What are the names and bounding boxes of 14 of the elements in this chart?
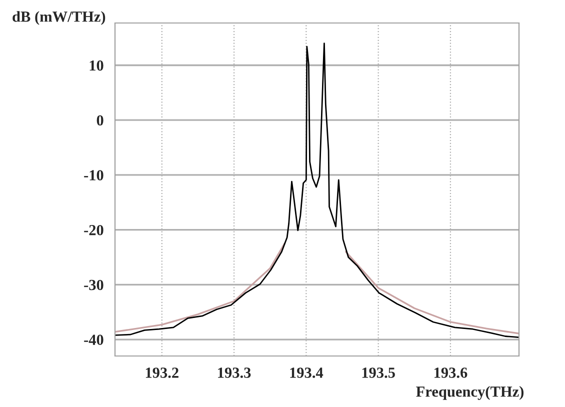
y-tick-label: -20 [84,224,104,236]
x-tick-label: 193.6 [434,368,468,378]
x-axis-title: Frequency(THz) [416,386,524,400]
line-series [115,42,519,338]
y-tick-label: 10 [90,60,104,71]
y-tick-label: -40 [84,334,104,345]
x-tick-label: 193.4 [290,368,324,378]
x-tick-label: 193.3 [218,368,251,378]
x-tick-label: 193.2 [146,368,178,378]
y-axis-title: dB (mW/THz) [12,11,106,25]
y-tick-label: -10 [84,170,104,180]
x-tick-label: 193.5 [362,368,395,378]
y-tick-label: 0 [96,115,104,126]
y-tick-label: -30 [84,280,104,290]
